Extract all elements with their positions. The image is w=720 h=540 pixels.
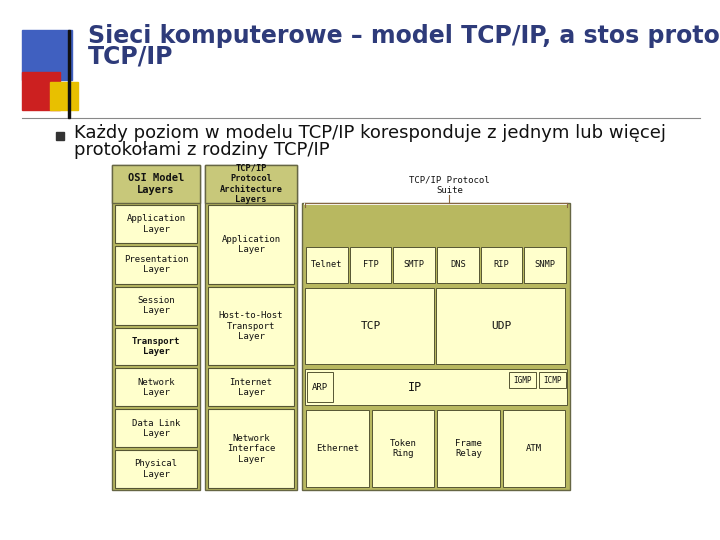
Text: SNMP: SNMP [535,260,556,269]
Bar [115,450,197,488]
Bar [115,409,197,447]
Bar [22,72,60,110]
Text: Network
Layer: Network Layer [138,377,175,397]
Text: Session
Layer: Session Layer [138,296,175,315]
Text: Application
Layer: Application Layer [222,235,281,254]
Text: TCP/IP
Protocol
Architecture
Layers: TCP/IP Protocol Architecture Layers [220,164,282,204]
Bar [306,247,348,283]
Bar [524,247,566,283]
Bar [205,165,297,490]
Bar [393,247,435,283]
Bar [205,165,297,203]
Bar [22,30,72,80]
Bar [208,368,294,406]
Text: DNS: DNS [450,260,466,269]
Bar [112,165,200,203]
Bar [436,288,565,364]
Text: ATM: ATM [526,444,542,453]
Bar [481,247,522,283]
Text: TCP/IP: TCP/IP [88,44,174,68]
Bar [306,410,369,487]
Text: Data Link
Layer: Data Link Layer [132,418,180,438]
Bar [115,368,197,406]
Bar [307,373,333,402]
Bar [437,410,500,487]
Text: ICMP: ICMP [544,376,562,385]
Text: Physical
Layer: Physical Layer [135,460,178,479]
Bar [208,409,294,488]
Bar [115,287,197,325]
Bar [56,132,64,140]
Text: Internet
Layer: Internet Layer [230,377,272,397]
Text: Application
Layer: Application Layer [127,214,186,234]
Bar [503,410,565,487]
Bar [115,246,197,284]
Text: TCP/IP Protocol
Suite: TCP/IP Protocol Suite [409,176,490,195]
Bar [437,247,479,283]
Bar [539,373,566,388]
Bar [304,203,568,205]
Bar [115,205,197,243]
Bar [509,373,536,388]
Text: Transport
Layer: Transport Layer [132,337,180,356]
Text: FTP: FTP [363,260,379,269]
Text: IGMP: IGMP [514,376,532,385]
Bar [305,288,434,364]
Text: UDP: UDP [491,321,512,331]
Text: Ethernet: Ethernet [316,444,359,453]
Text: Presentation
Layer: Presentation Layer [124,255,188,274]
Bar [372,410,434,487]
Bar [115,328,197,366]
Text: Token
Ring: Token Ring [390,439,417,458]
Bar [112,165,200,490]
Bar [50,82,78,110]
Text: Frame
Relay: Frame Relay [455,439,482,458]
Text: SMTP: SMTP [404,260,425,269]
Text: Network
Interface
Layer: Network Interface Layer [227,434,275,463]
Bar [305,369,567,406]
Text: Telnet: Telnet [311,260,343,269]
Text: Host-to-Host
Transport
Layer: Host-to-Host Transport Layer [219,311,283,341]
Bar [68,30,70,118]
Text: TCP: TCP [361,321,381,331]
Bar [208,205,294,284]
Text: ARP: ARP [312,383,328,392]
Text: OSI Model
Layers: OSI Model Layers [128,173,184,195]
Bar [208,287,294,366]
Text: Każdy poziom w modelu TCP/IP koresponduje z jednym lub więcej: Każdy poziom w modelu TCP/IP koresponduj… [74,124,666,142]
Text: Sieci komputerowe – model TCP/IP, a stos protokołów: Sieci komputerowe – model TCP/IP, a stos… [88,22,720,48]
Bar [302,203,570,490]
Text: RIP: RIP [494,260,509,269]
Text: protokołami z rodziny TCP/IP: protokołami z rodziny TCP/IP [74,141,330,159]
Text: IP: IP [408,381,422,394]
Bar [350,247,392,283]
